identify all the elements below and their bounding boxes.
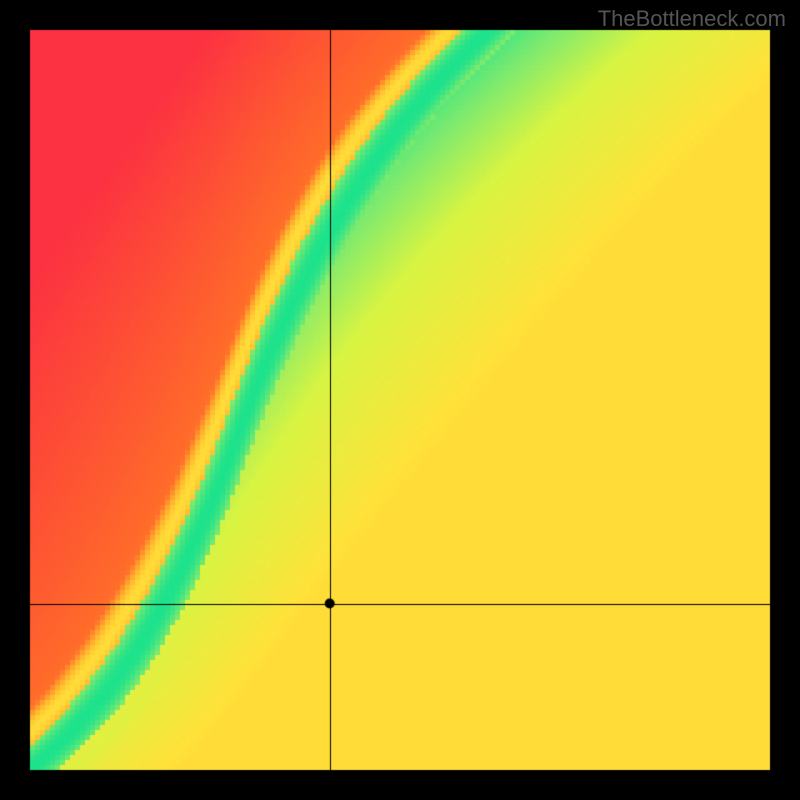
watermark-text: TheBottleneck.com: [598, 6, 786, 32]
bottleneck-heatmap: [0, 0, 800, 800]
